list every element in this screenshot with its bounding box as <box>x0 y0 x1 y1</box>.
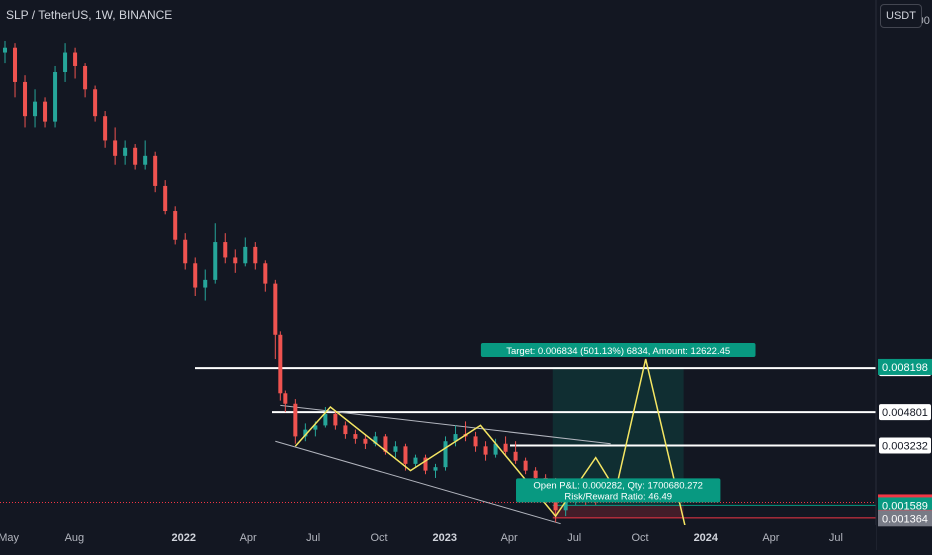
level-badge: 0.003232 <box>882 440 928 452</box>
candle-body <box>223 242 228 258</box>
candle-body <box>493 443 498 455</box>
candle-body <box>453 434 458 442</box>
candle-body <box>413 457 418 464</box>
zigzag-line <box>294 358 687 530</box>
candle-body <box>213 242 218 280</box>
candle-body <box>403 446 408 464</box>
time-axis-background <box>0 525 876 550</box>
pnl-label: Open P&L: 0.000282, Qty: 1700680.272 <box>533 480 703 491</box>
price-badge-background <box>878 510 932 527</box>
target-label-background <box>480 342 756 357</box>
horizontal-levels <box>195 367 876 447</box>
channel-lower-line <box>275 440 561 525</box>
price-badge: 0.001364 <box>882 513 928 525</box>
pnl-label-background <box>516 478 721 503</box>
candle-body <box>73 52 78 66</box>
candle-body <box>23 81 28 117</box>
price-axis[interactable]: 0.0080800.0048010.0032320.5000000.008198… <box>875 0 932 550</box>
time-tick-label: Oct <box>370 532 387 544</box>
risk-reward-label: Risk/Reward Ratio: 46.49 <box>564 491 672 502</box>
candle-body <box>443 441 448 468</box>
time-tick-label: Jul <box>567 532 581 544</box>
candle-body <box>363 438 368 444</box>
price-badge: 0.001589 <box>882 500 928 512</box>
position-zones <box>0 366 876 519</box>
time-tick-label: Aug <box>65 532 85 544</box>
candle-body <box>133 147 138 165</box>
candle-body <box>533 470 538 478</box>
candle-body <box>143 155 148 165</box>
time-tick-label: Jul <box>829 532 843 544</box>
candle-body <box>93 89 98 117</box>
candle-body <box>123 147 128 156</box>
zigzag-pattern <box>294 358 687 530</box>
candle-body <box>3 47 8 53</box>
candle-body <box>63 52 68 73</box>
candle-body <box>343 425 348 435</box>
candle-body <box>113 140 118 156</box>
candle-body <box>13 47 18 82</box>
price-badge-background <box>878 497 932 514</box>
candle-body <box>153 155 158 186</box>
candle-body <box>193 263 198 288</box>
candle-body <box>303 429 308 437</box>
level-badge: 0.004801 <box>882 407 928 419</box>
candle-body <box>513 451 518 461</box>
stop-zone <box>552 505 684 518</box>
candle-body <box>563 499 568 511</box>
target-label: Target: 0.006834 (501.13%) 6834, Amount:… <box>506 346 730 357</box>
candle-body <box>293 403 298 437</box>
candle-body <box>43 101 48 122</box>
candle-body <box>383 436 388 452</box>
candle-body <box>503 443 508 452</box>
candle-body <box>523 460 528 471</box>
candle-body <box>483 446 488 455</box>
time-tick-label: Oct <box>631 532 648 544</box>
level-badge-background <box>879 437 931 454</box>
symbol-title: SLP / TetherUS, 1W, BINANCE <box>6 8 173 22</box>
price-badge: 0.008198 <box>882 362 928 374</box>
candle-body <box>283 393 288 404</box>
candle-body <box>273 283 278 335</box>
candle-body <box>278 334 283 394</box>
candle-body <box>233 257 238 264</box>
candle-body <box>473 436 478 447</box>
time-tick-label: May <box>0 532 19 544</box>
candle-body <box>173 211 178 240</box>
time-tick-label: Jul <box>306 532 320 544</box>
level-badge-background <box>879 404 931 421</box>
candle-body <box>263 263 268 284</box>
time-tick-label: 2024 <box>694 532 719 544</box>
candle-body <box>53 72 58 122</box>
time-tick-label: Apr <box>240 532 257 544</box>
candle-body <box>33 101 38 117</box>
time-tick-label: 2023 <box>433 532 457 544</box>
candle-body <box>393 446 398 452</box>
candle-body <box>253 246 258 264</box>
candle-body <box>323 413 328 426</box>
candle-body <box>433 467 438 471</box>
price-badge-background <box>878 358 932 375</box>
time-tick-label: Apr <box>501 532 518 544</box>
candle-body <box>203 279 208 288</box>
candle-body <box>333 413 338 426</box>
currency-button[interactable]: USDT <box>880 4 922 28</box>
candle-body <box>183 239 188 264</box>
candle-body <box>83 65 88 90</box>
candles <box>3 40 598 523</box>
candle-body <box>243 246 248 264</box>
candle-body <box>163 185 168 212</box>
candle-body <box>373 436 378 444</box>
candle-body <box>103 116 108 141</box>
candle-body <box>423 457 428 471</box>
time-tick-label: 2022 <box>172 532 196 544</box>
candle-body <box>313 425 318 430</box>
price-axis-background <box>876 0 932 550</box>
time-axis[interactable]: May Aug 2022 Apr Jul Oct 2023 Apr Jul Oct 2024 Apr J… <box>0 525 876 550</box>
time-tick-label: Apr <box>762 532 779 544</box>
candle-body <box>353 434 358 439</box>
